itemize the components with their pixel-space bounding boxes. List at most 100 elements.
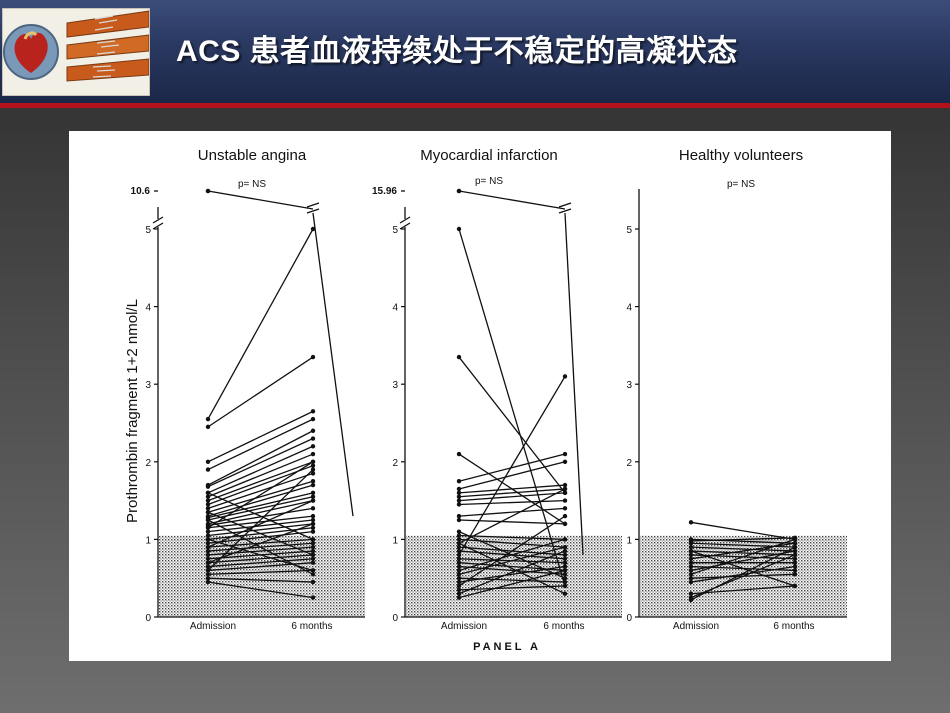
panel-3-admission-point xyxy=(688,591,694,596)
panel-2-axis-break-mark xyxy=(399,222,411,230)
panel-1-6-months-point xyxy=(310,525,316,530)
panel-1-6-months-point xyxy=(310,482,316,488)
panel-1-reference-band xyxy=(159,535,365,617)
panel-1-x-label-admission: Admission xyxy=(190,621,236,632)
panel-2-6-months-point xyxy=(562,459,568,464)
panel-3-pair-line xyxy=(690,521,796,541)
panel-1-admission-point xyxy=(205,529,211,534)
panel-1-pair-line xyxy=(207,484,314,517)
panel-1-admission-point xyxy=(205,568,211,573)
panel-1-6-months-point xyxy=(310,541,316,546)
panel-3-pair-line xyxy=(690,537,796,542)
panel-1-6-months-point xyxy=(310,560,316,565)
panel-1-6-months-point xyxy=(310,521,316,527)
panel-2-axis-break-mark xyxy=(399,216,411,224)
panel-2-pair-line xyxy=(458,453,566,482)
panel-2-admission-point xyxy=(456,568,462,573)
panel-2-6-months-point xyxy=(562,482,568,488)
panel-2-y-tick-label: 2 xyxy=(392,458,398,469)
panel-1-6-months-point xyxy=(310,490,316,496)
panel-3-6-months-point xyxy=(792,552,798,558)
panel-3-pair-line xyxy=(690,538,796,575)
panel-2-6-months-point xyxy=(562,576,568,581)
panel-2-y-tick-label: 1 xyxy=(392,535,398,546)
panel-2-outlier-continuation xyxy=(564,212,584,555)
panel-1-pair-line xyxy=(207,461,314,529)
panel-2-6-months-point xyxy=(562,498,568,503)
panel-2-x-label-admission: Admission xyxy=(441,621,487,632)
panel-1-admission-point xyxy=(205,498,211,503)
panel-1-admission-point xyxy=(205,541,211,546)
panel-1-6-months-point xyxy=(310,595,316,600)
panel-1-pair-line xyxy=(207,469,314,571)
panel-3-pair-line xyxy=(690,585,796,595)
panel-2-admission-point xyxy=(456,513,462,519)
panel-1-pair-line xyxy=(207,492,314,519)
panel-1-outlier-continuation xyxy=(312,212,354,517)
panel-1-pair-line xyxy=(207,511,314,556)
panel-1-6-months-point xyxy=(310,226,316,232)
panel-2-admission-point xyxy=(456,451,462,457)
panel-1-admission-point xyxy=(205,537,211,542)
panel-3-admission-point xyxy=(688,568,694,573)
panel-2-admission-point xyxy=(456,537,462,542)
panel-1-6-months-point xyxy=(310,572,316,577)
panel-2-y-tick-label: 5 xyxy=(392,225,398,236)
panel-2-6-months-point xyxy=(562,451,568,457)
panel-2-admission-point xyxy=(456,560,462,565)
panel-1-outlier-break-mark xyxy=(306,202,320,208)
panel-2-pair-line xyxy=(458,507,566,517)
panel-1-pair-line xyxy=(207,418,314,471)
panel-2-pair-line xyxy=(458,519,566,525)
panel-2-admission-point xyxy=(456,556,462,561)
panel-3-y-tick-label: 3 xyxy=(626,380,632,391)
panel-1-admission-point xyxy=(205,544,211,550)
panel-3-y-tick-label: 5 xyxy=(626,225,632,236)
panel-2-reference-band xyxy=(406,535,622,617)
panel-3-admission-point xyxy=(688,572,694,577)
panel-2-admission-point xyxy=(456,544,462,550)
panel-3-admission-point xyxy=(688,541,694,546)
panel-2-admission-point xyxy=(456,226,462,232)
panel-2-y-tick-label: 0 xyxy=(392,613,398,624)
panel-1-6-months-point xyxy=(310,548,316,554)
panel-2-admission-point xyxy=(456,354,462,360)
panel-1-admission-point xyxy=(205,494,211,499)
panel-1-pair-line xyxy=(207,558,314,568)
panel-1-6-months-point xyxy=(310,498,316,503)
panel-3-y-tick-label: 0 xyxy=(626,613,632,624)
prothrombin-chart: Unstable angina p= NS 10.6 0 1 2 3 4 5 Admission 6… xyxy=(124,147,847,653)
panel-1-admission-point xyxy=(205,525,211,530)
panel-1-outlier-line xyxy=(207,190,314,210)
panel-1-6-months-point xyxy=(310,436,316,441)
panel-2-pair-line xyxy=(458,492,566,502)
panel-1-pair-line xyxy=(207,554,314,564)
panel-2-6-months-point xyxy=(562,506,568,511)
panel-2-pair-line xyxy=(458,228,566,587)
panel-1-admission-point xyxy=(205,484,211,489)
panel-2-admission-point xyxy=(456,517,462,523)
panel-2-pair-line xyxy=(458,565,566,575)
panel-1-outlier-break-mark xyxy=(306,208,320,214)
panel-3-admission-point xyxy=(688,548,694,554)
panel-1-pair-line xyxy=(207,453,314,498)
panel-2-pair-line xyxy=(458,531,566,579)
panel-2-y-tick-label: 3 xyxy=(392,380,398,391)
panel-1-admission-point xyxy=(205,564,211,569)
panel-1-6-months-point xyxy=(310,556,316,561)
panel-2-pair-line xyxy=(458,356,566,494)
panel-3-admission-point xyxy=(688,564,694,569)
panel-3-x-label-6-months: 6 months xyxy=(773,621,814,632)
panel-1-6-months-point xyxy=(310,494,316,499)
panel-2-6-months-point xyxy=(562,374,568,379)
panel-1-pair-line xyxy=(207,430,314,486)
panel-1-title: Unstable angina xyxy=(198,147,307,164)
panel-2-admission-point xyxy=(456,552,462,558)
panel-1-6-months-point xyxy=(310,506,316,511)
panel-2-outlier-break-mark xyxy=(558,202,572,208)
panel-1-pair-line xyxy=(207,437,314,488)
panel-3-6-months-point xyxy=(792,568,798,573)
panel-1-pair-line xyxy=(207,461,314,502)
panel-1-admission-point xyxy=(205,576,211,581)
panel-3-pair-line xyxy=(690,565,796,583)
